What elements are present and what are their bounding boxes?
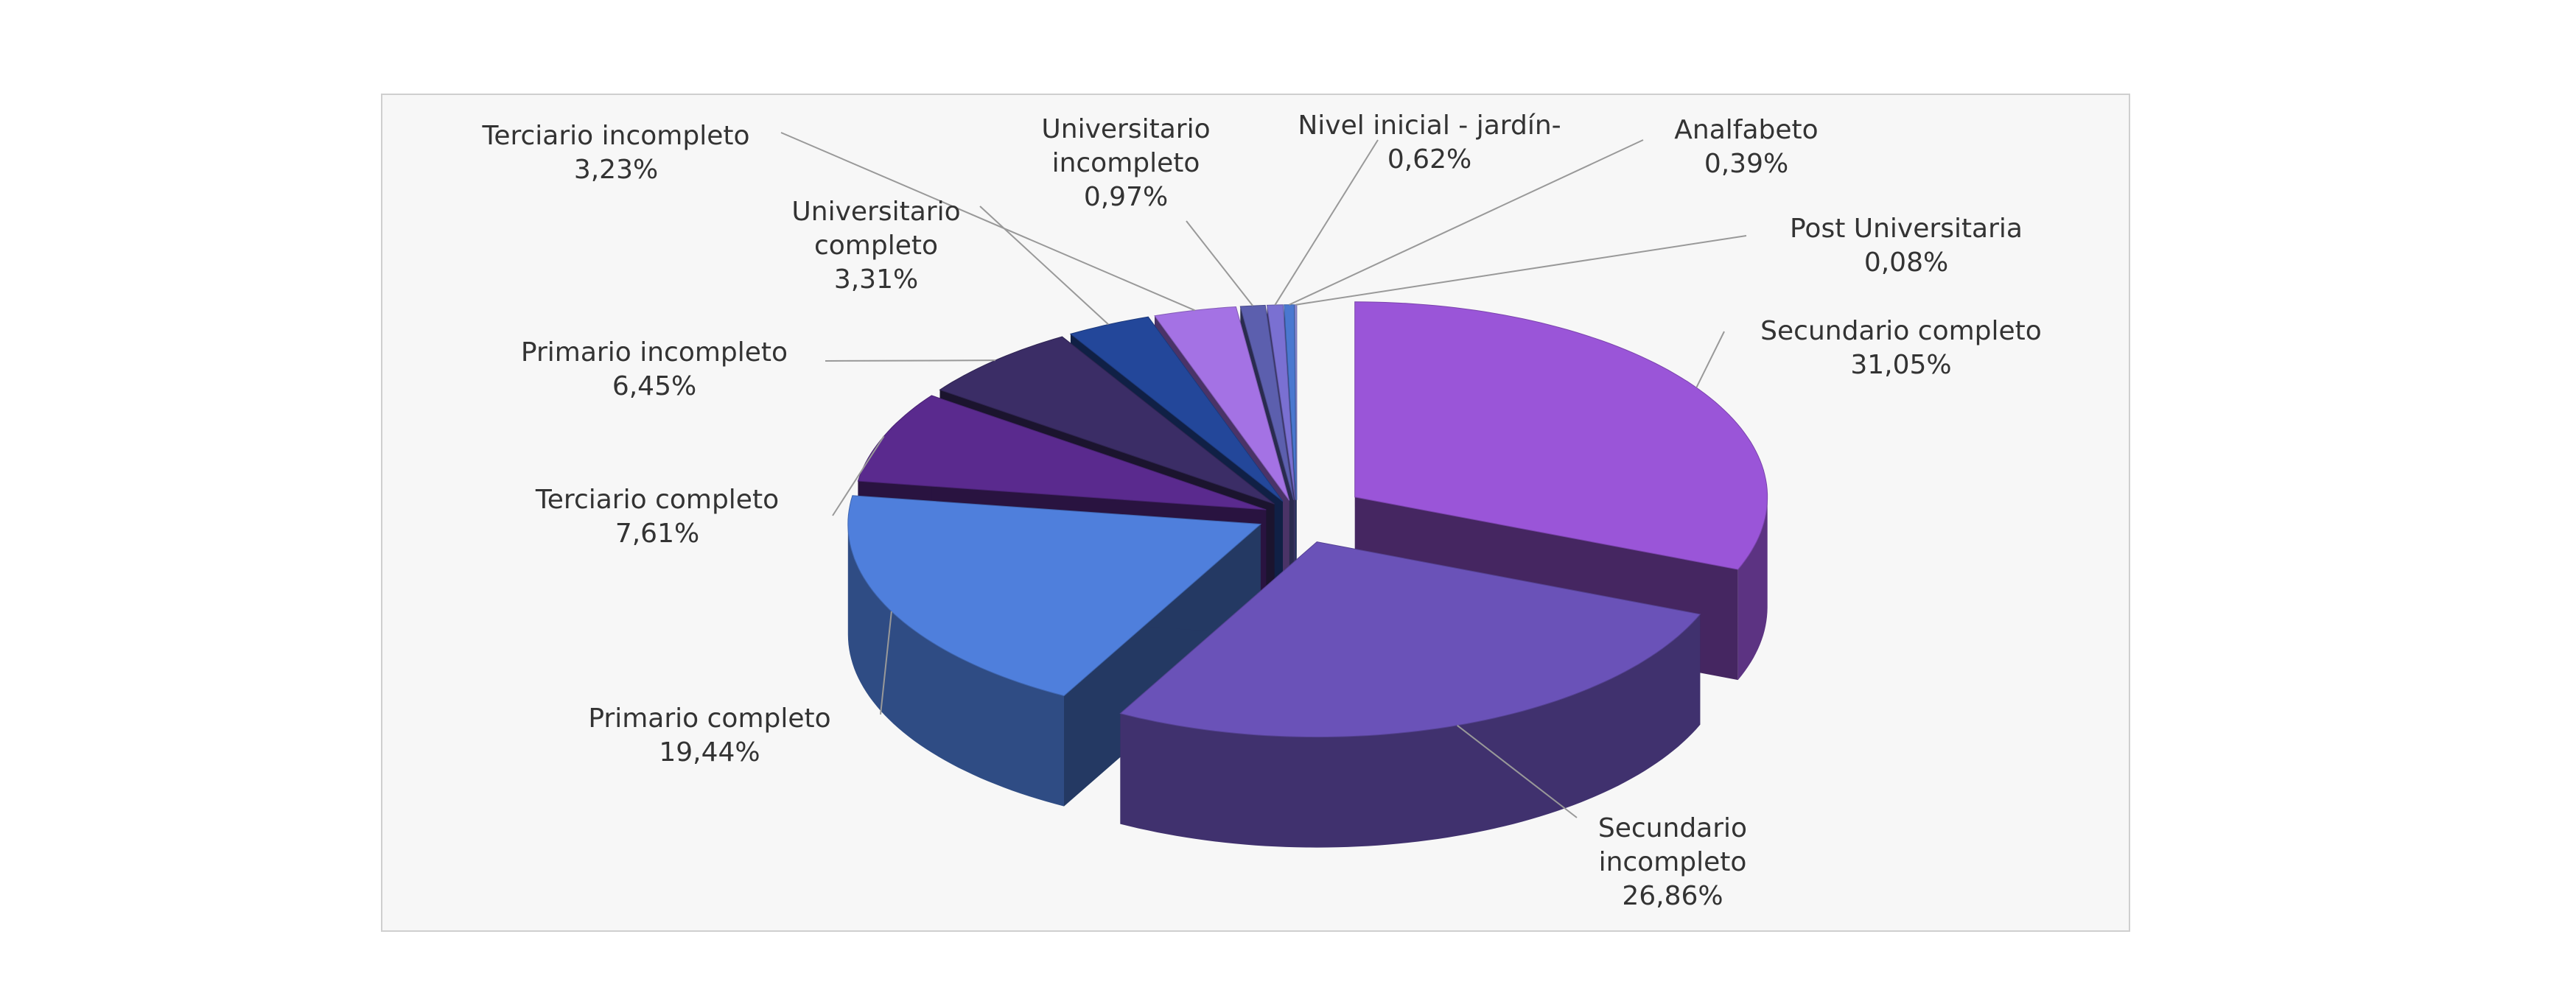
leader-line — [1457, 725, 1578, 818]
data-label: Terciario completo 7,61% — [495, 483, 819, 551]
label-name: Terciario completo — [535, 485, 780, 515]
label-name: Nivel inicial - jardín- — [1298, 110, 1561, 141]
pie-slice — [939, 336, 1275, 505]
label-value: 0,39% — [1704, 149, 1789, 179]
data-label: Secundario completo 31,05% — [1695, 315, 2107, 382]
slice-wall — [847, 524, 1064, 807]
pie-slice — [1119, 541, 1701, 738]
label-name: Post Universitaria — [1790, 214, 2023, 244]
leader-line — [1289, 139, 1644, 306]
label-name: Secundario completo — [1760, 316, 2042, 346]
label-value: 3,23% — [573, 155, 659, 185]
label-value: 19,44% — [659, 737, 760, 768]
label-name: Primario completo — [588, 703, 831, 734]
data-label: Universitario completo 3,31% — [766, 195, 987, 297]
data-label: Secundario incompleto 26,86% — [1562, 812, 1783, 913]
label-value: 3,31% — [833, 264, 919, 295]
pie-slice — [1354, 301, 1768, 570]
label-name: Universitario incompleto — [1041, 114, 1211, 178]
label-value: 0,08% — [1863, 248, 1949, 278]
label-value: 0,97% — [1083, 182, 1169, 212]
leader-line — [825, 359, 995, 362]
label-value: 0,62% — [1387, 144, 1472, 175]
label-value: 26,86% — [1622, 881, 1723, 911]
leader-line — [880, 611, 892, 715]
data-label: Universitario incompleto 0,97% — [1015, 113, 1236, 214]
pie-slice — [1239, 304, 1295, 500]
pie-slice — [1284, 304, 1297, 500]
label-value: 7,61% — [615, 519, 700, 549]
label-name: Secundario incompleto — [1597, 813, 1748, 877]
label-name: Analfabeto — [1674, 115, 1819, 145]
leader-line — [979, 206, 1109, 326]
data-label: Nivel inicial - jardín- 0,62% — [1245, 109, 1614, 177]
data-label: Terciario incompleto 3,23% — [417, 119, 815, 187]
data-label: Post Universitaria 0,08% — [1751, 212, 2061, 280]
leader-line — [832, 435, 885, 516]
leader-line — [1295, 235, 1747, 306]
pie-slice — [1069, 316, 1284, 502]
data-label: Primario incompleto 6,45% — [463, 336, 846, 404]
label-name: Primario incompleto — [520, 337, 788, 368]
label-name: Terciario incompleto — [482, 121, 750, 151]
slice-wall — [1120, 614, 1701, 848]
data-label: Primario completo 19,44% — [555, 702, 864, 770]
leader-line — [780, 132, 1195, 312]
label-value: 31,05% — [1850, 350, 1952, 380]
slice-wall — [1737, 496, 1768, 681]
leader-line — [1274, 139, 1379, 306]
label-name: Universitario completo — [791, 197, 961, 261]
data-label: Analfabeto 0,39% — [1636, 113, 1857, 181]
leader-line — [1695, 331, 1725, 388]
label-value: 6,45% — [612, 371, 697, 401]
pie-slice — [847, 495, 1262, 697]
leader-line — [1186, 220, 1254, 306]
